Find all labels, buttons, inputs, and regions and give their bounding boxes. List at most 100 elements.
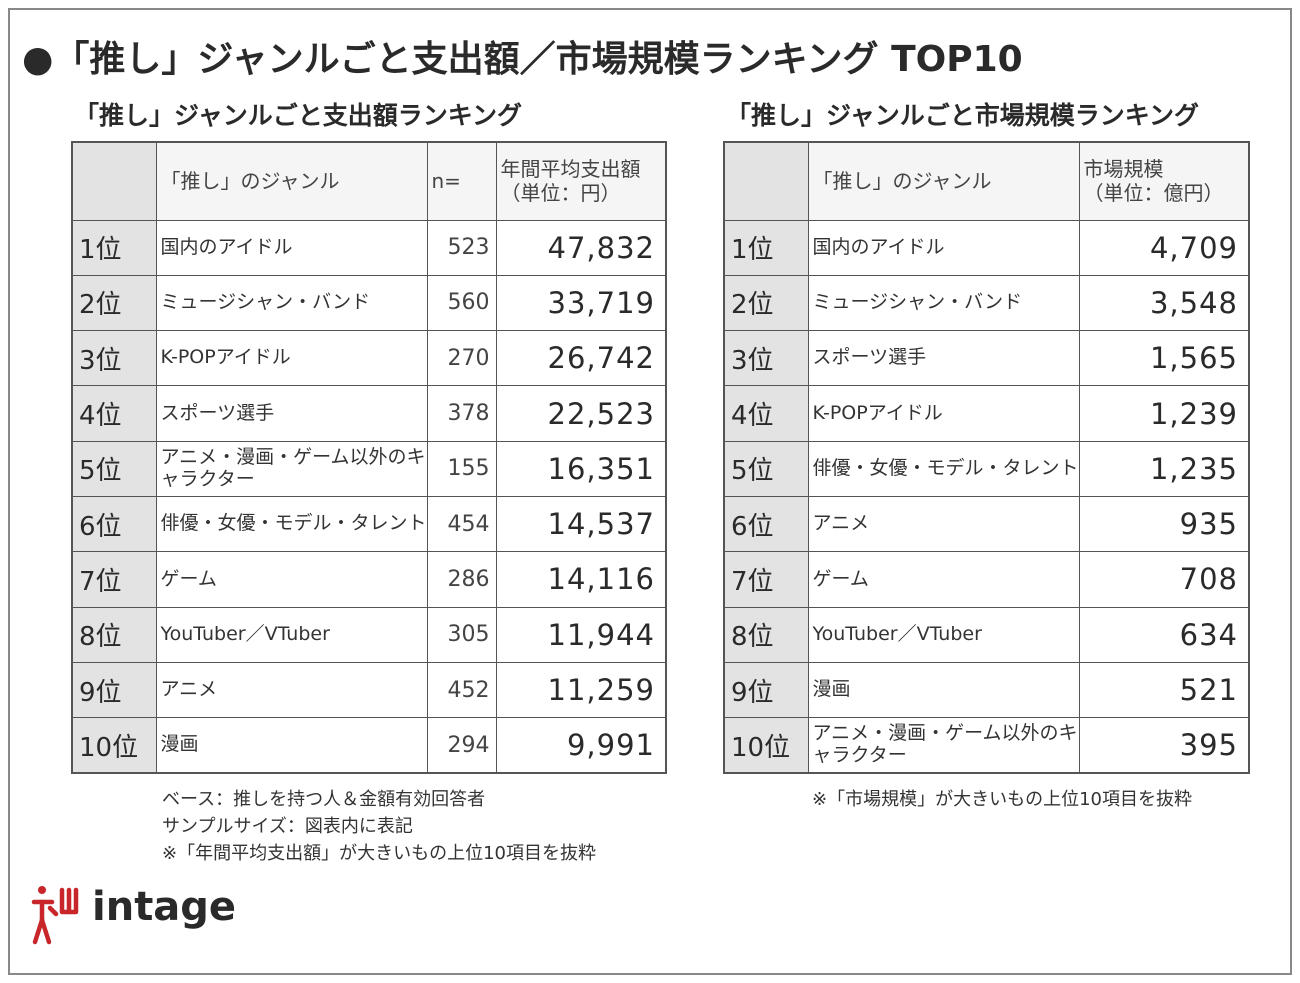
table-row: 2位 ミュージシャン・バンド 560 33,719	[71, 274, 667, 332]
table-row: 6位 俳優・女優・モデル・タレント 454 14,537	[71, 495, 667, 553]
genre-cell: スポーツ選手	[807, 330, 1080, 387]
intage-figure-logo-icon	[31, 886, 79, 945]
note-line: サンプルサイズ：図表内に表記	[162, 816, 413, 837]
genre-cell: 俳優・女優・モデル・タレント	[807, 440, 1080, 497]
sample-size-cell: 378	[426, 385, 497, 442]
table-row: 7位 ゲーム 286 14,116	[71, 551, 667, 608]
genre-cell: ゲーム	[807, 551, 1080, 608]
genre-cell: スポーツ選手	[155, 385, 428, 442]
market-size-value-cell: 4,709	[1078, 219, 1250, 276]
spending-header-unit: （単位：円）	[500, 181, 621, 206]
spending-header-label: 年間平均支出額	[500, 157, 641, 182]
genre-cell: YouTuber／VTuber	[155, 606, 428, 663]
spending-value-cell: 9,991	[495, 717, 667, 774]
sample-size-cell: 270	[426, 330, 497, 387]
genre-cell: アニメ・漫画・ゲーム以外のキャラクター	[807, 717, 1080, 774]
market-size-value-cell: 1,239	[1078, 385, 1250, 442]
n-header-cell: n=	[426, 141, 497, 221]
left-table-title: 「推し」ジャンルごと支出額ランキング	[74, 101, 523, 130]
genre-cell: 国内のアイドル	[155, 219, 428, 276]
genre-cell: 国内のアイドル	[807, 219, 1080, 276]
main-title: ●「推し」ジャンルごと支出額／市場規模ランキング TOP10	[22, 39, 1023, 80]
spending-value-cell: 11,259	[495, 661, 667, 719]
market-size-value-cell: 1,235	[1078, 440, 1250, 497]
spending-value-cell: 14,537	[495, 495, 667, 553]
sample-size-cell: 523	[426, 219, 497, 276]
rank-cell: 4位	[723, 385, 809, 442]
rank-cell: 9位	[723, 661, 809, 719]
table-row: 8位 YouTuber／VTuber 634	[723, 606, 1250, 663]
rank-cell: 7位	[71, 551, 157, 608]
note-line: ※「年間平均支出額」が大きいもの上位10項目を抜粋	[162, 843, 596, 864]
rank-cell: 6位	[723, 495, 809, 553]
rank-cell: 2位	[723, 274, 809, 332]
market-size-value-cell: 1,565	[1078, 330, 1250, 387]
market-size-ranking-table: 「推し」のジャンル 市場規模 （単位：億円） 1位 国内のアイドル 4,709 2位ミ…	[723, 141, 1250, 774]
rank-cell: 3位	[723, 330, 809, 387]
sample-size-cell: 305	[426, 606, 497, 663]
genre-cell: 漫画	[155, 717, 428, 774]
market-size-value-cell: 935	[1078, 495, 1250, 553]
table-row: 5位 アニメ・漫画・ゲーム以外のキャラクター 155 16,351	[71, 440, 667, 497]
table-row: 1位 国内のアイドル 523 47,832	[71, 219, 667, 276]
market-size-value-cell: 634	[1078, 606, 1250, 663]
spending-value-cell: 26,742	[495, 330, 667, 387]
rank-cell: 1位	[71, 219, 157, 276]
spending-ranking-table: 「推し」のジャンル n= 年間平均支出額 （単位：円） 1位 国内のアイドル 523…	[71, 141, 667, 774]
table-row: 9位 漫画 521	[723, 661, 1250, 719]
spending-value-cell: 16,351	[495, 440, 667, 497]
rank-cell: 8位	[723, 606, 809, 663]
table-row: 4位 スポーツ選手 378 22,523	[71, 385, 667, 442]
rank-cell: 10位	[71, 717, 157, 774]
genre-cell: K-POPアイドル	[155, 330, 428, 387]
rank-cell: 7位	[723, 551, 809, 608]
sample-size-cell: 560	[426, 274, 497, 332]
genre-cell: 漫画	[807, 661, 1080, 719]
intage-logo: intage	[30, 882, 236, 948]
genre-cell: K-POPアイドル	[807, 385, 1080, 442]
genre-cell: ミュージシャン・バンド	[155, 274, 428, 332]
table-row: 8位 YouTuber／VTuber 305 11,944	[71, 606, 667, 663]
genre-cell: ミュージシャン・バンド	[807, 274, 1080, 332]
market-size-value-cell: 521	[1078, 661, 1250, 719]
market-size-header-cell: 市場規模 （単位：億円）	[1078, 141, 1250, 221]
table-row: 2位 ミュージシャン・バンド 3,548	[723, 274, 1250, 332]
genre-header-cell: 「推し」のジャンル	[807, 141, 1080, 221]
left-notes: ベース：推しを持つ人＆金額有効回答者 サンプルサイズ：図表内に表記 ※「年間平均…	[162, 786, 596, 867]
rank-header-cell	[723, 141, 809, 221]
market-size-value-cell: 395	[1078, 717, 1250, 774]
rank-cell: 10位	[723, 717, 809, 774]
table-row: 1位 国内のアイドル 4,709	[723, 219, 1250, 276]
table-row: 4位 K-POPアイドル 1,239	[723, 385, 1250, 442]
market-size-header-label: 市場規模	[1083, 157, 1164, 182]
rank-cell: 9位	[71, 661, 157, 719]
rank-cell: 5位	[723, 440, 809, 497]
spending-value-cell: 47,832	[495, 219, 667, 276]
spending-value-cell: 22,523	[495, 385, 667, 442]
rank-cell: 1位	[723, 219, 809, 276]
spending-value-cell: 11,944	[495, 606, 667, 663]
spending-header-cell: 年間平均支出額 （単位：円）	[495, 141, 667, 221]
table-row: 6位 アニメ 935	[723, 495, 1250, 553]
rank-header-cell	[71, 141, 157, 221]
right-table-title: 「推し」ジャンルごと市場規模ランキング	[726, 101, 1200, 130]
genre-cell: 俳優・女優・モデル・タレント	[155, 495, 428, 553]
rank-cell: 2位	[71, 274, 157, 332]
sample-size-cell: 452	[426, 661, 497, 719]
table-row: 3位 スポーツ選手 1,565	[723, 330, 1250, 387]
table-row: 10位 漫画 294 9,991	[71, 717, 667, 774]
table-header-row: 「推し」のジャンル n= 年間平均支出額 （単位：円）	[71, 141, 667, 221]
market-size-value-cell: 708	[1078, 551, 1250, 608]
sample-size-cell: 286	[426, 551, 497, 608]
market-size-header-unit: （単位：億円）	[1083, 181, 1224, 206]
spending-value-cell: 33,719	[495, 274, 667, 332]
table-row: 5位 俳優・女優・モデル・タレント 1,235	[723, 440, 1250, 497]
rank-cell: 8位	[71, 606, 157, 663]
sample-size-cell: 454	[426, 495, 497, 553]
rank-cell: 3位	[71, 330, 157, 387]
genre-cell: アニメ	[155, 661, 428, 719]
intage-logo-text: intage	[92, 884, 237, 930]
table-row: 10位 アニメ・漫画・ゲーム以外のキャラクター 395	[723, 717, 1250, 774]
note-line: ※「市場規模」が大きいもの上位10項目を抜粋	[812, 789, 1192, 810]
rank-cell: 6位	[71, 495, 157, 553]
